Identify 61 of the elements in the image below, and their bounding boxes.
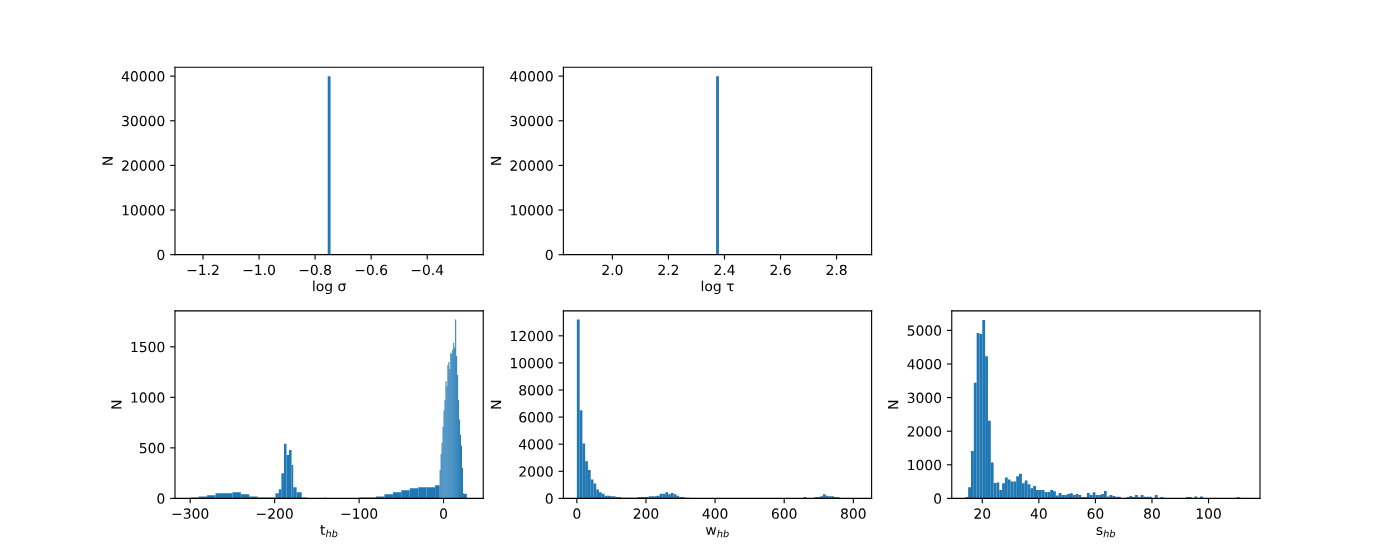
x-tick-label: −0.4: [411, 264, 444, 276]
y-axis-title: N: [111, 400, 122, 409]
y-tick-label: 8000: [519, 384, 553, 396]
y-axis-title: N: [490, 157, 502, 165]
y-tick-label: 10000: [511, 357, 553, 369]
x-tick-label: 0: [440, 508, 448, 519]
x-tick-label: 800: [840, 508, 866, 519]
y-tick-label: 20000: [122, 160, 165, 171]
x-axis-title: log σ: [313, 280, 346, 295]
x-tick-label: 2.4: [714, 264, 735, 275]
y-axis-title: N: [102, 157, 113, 165]
x-tick-label: 80: [1144, 508, 1160, 519]
x-tick-label: 2.8: [826, 264, 847, 276]
y-tick-label: 0: [545, 493, 553, 504]
y-tick-label: 10000: [511, 205, 553, 216]
x-axis-title: s$_{hb}$: [1096, 527, 1116, 538]
y-tick-label: 6000: [519, 412, 553, 423]
x-tick-label: −0.8: [299, 264, 332, 276]
x-tick-label: 40: [1030, 508, 1047, 519]
y-tick-label: 2000: [907, 426, 942, 437]
x-tick-label: 400: [702, 508, 728, 519]
y-tick-label: 0: [934, 493, 942, 504]
x-tick-label: 20: [974, 508, 991, 519]
x-tick-label: 2.0: [602, 264, 623, 276]
x-axis-title: w$_{hb}$: [705, 527, 729, 538]
y-tick-label: 1500: [131, 341, 165, 353]
y-tick-label: 0: [545, 249, 553, 261]
x-tick-label: −300: [172, 508, 209, 519]
x-tick-label: 60: [1087, 508, 1104, 519]
y-tick-label: 30000: [510, 115, 553, 127]
x-axis-title: log τ: [701, 280, 734, 295]
x-tick-label: 0: [573, 508, 581, 519]
y-tick-label: 3000: [907, 392, 942, 404]
y-tick-label: 40000: [510, 71, 553, 82]
x-tick-label: −0.6: [355, 264, 388, 276]
y-tick-label: 0: [157, 249, 165, 261]
x-tick-label: −1.2: [187, 264, 219, 275]
y-tick-label: 0: [157, 493, 165, 504]
x-tick-label: −1.0: [243, 264, 276, 276]
y-tick-label: 30000: [122, 115, 165, 127]
x-tick-label: 2.2: [658, 264, 679, 275]
x-tick-label: 200: [633, 508, 659, 519]
x-tick-label: 2.6: [770, 264, 791, 276]
y-tick-label: 5000: [907, 325, 942, 336]
y-tick-label: 20000: [510, 160, 553, 171]
y-tick-label: 500: [139, 442, 165, 454]
y-axis-title: N: [490, 400, 502, 409]
x-axis-title: t$_{hb}$: [320, 525, 338, 538]
x-tick-label: 600: [771, 508, 797, 519]
y-tick-label: 4000: [907, 358, 942, 370]
y-tick-label: 10000: [122, 205, 165, 216]
y-axis-title: N: [888, 400, 899, 409]
x-tick-label: −200: [257, 508, 293, 519]
y-tick-label: 12000: [511, 330, 553, 342]
y-tick-label: 2000: [519, 466, 553, 477]
x-tick-label: −100: [341, 508, 378, 519]
x-tick-label: 100: [1196, 508, 1221, 519]
y-tick-label: 4000: [518, 439, 553, 450]
y-tick-label: 1000: [131, 392, 165, 403]
y-tick-label: 1000: [908, 459, 942, 471]
y-tick-label: 40000: [121, 71, 165, 82]
